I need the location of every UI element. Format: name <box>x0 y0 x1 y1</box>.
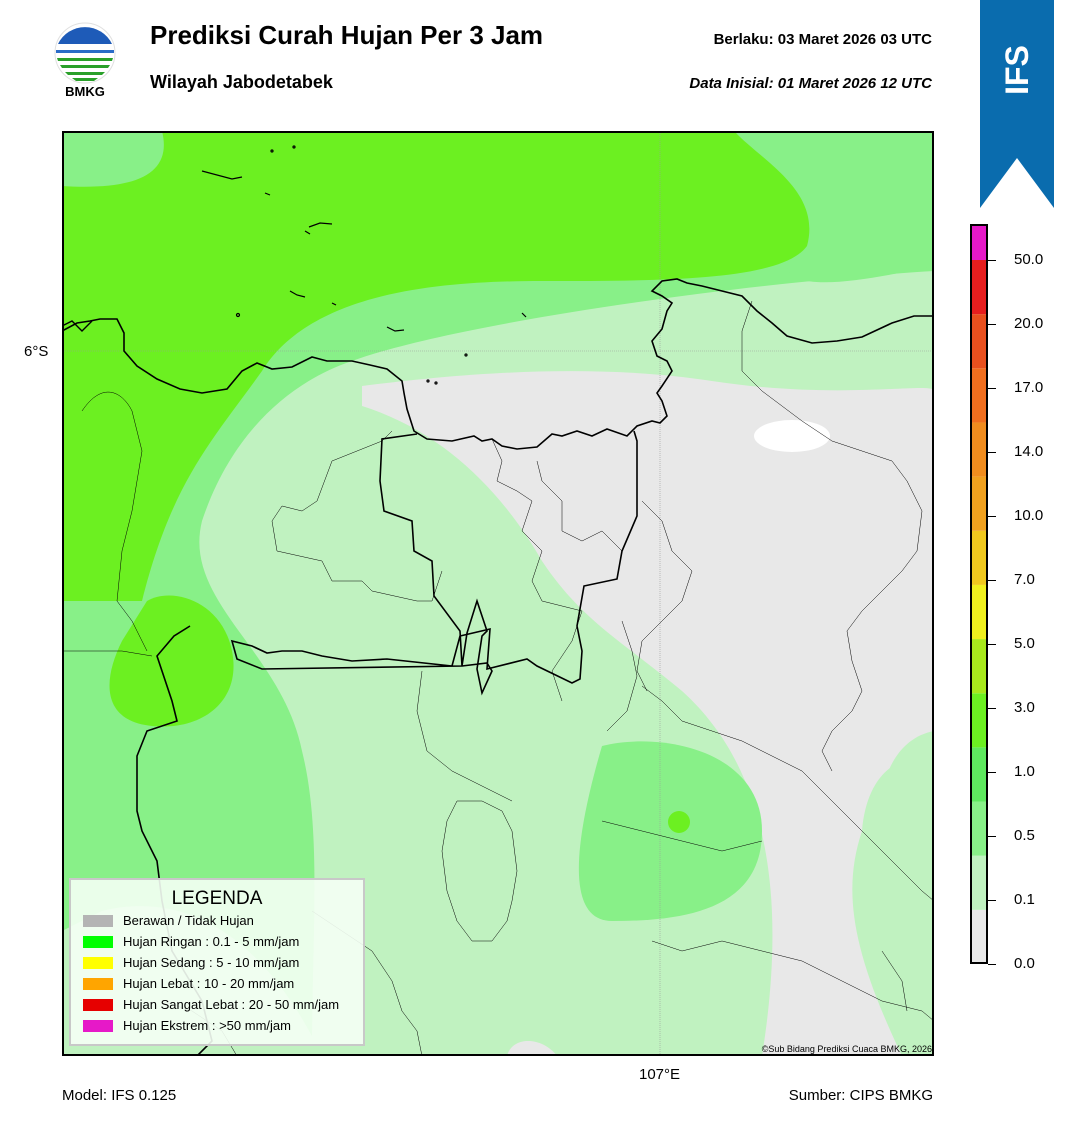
legend-list: Berawan / Tidak Hujan Hujan Ringan : 0.1 … <box>71 910 363 1036</box>
page-subtitle: Wilayah Jabodetabek <box>150 72 333 92</box>
colorbar-tick <box>988 772 996 773</box>
legend-label: Hujan Ekstrem : >50 mm/jam <box>123 1018 291 1033</box>
colorbar-segment <box>970 476 988 531</box>
ifs-banner <box>980 0 1054 208</box>
page-title: Prediksi Curah Hujan Per 3 Jam <box>150 20 544 50</box>
colorbar-segment <box>970 530 988 585</box>
colorbar-tick-label: 50.0 <box>1014 251 1044 268</box>
legend-swatch <box>83 998 113 1011</box>
colorbar-tick-label: 20.0 <box>1014 315 1044 332</box>
latitude-label: 6°S <box>24 343 49 360</box>
colorbar-segment <box>970 801 988 856</box>
colorbar-tick <box>988 900 996 901</box>
init-time: Data Inisial: 01 Maret 2026 12 UTC <box>689 75 932 92</box>
colorbar-tick-label: 1.0 <box>1014 763 1035 780</box>
colorbar-tick-label: 10.0 <box>1014 507 1044 524</box>
colorbar-tick <box>988 324 996 325</box>
colorbar-tick-label: 0.1 <box>1014 891 1035 908</box>
legend-swatch <box>83 1019 113 1032</box>
legend-item: Hujan Ekstrem : >50 mm/jam <box>83 1015 363 1036</box>
colorbar-segment <box>970 314 988 369</box>
colorbar-segment <box>970 855 988 910</box>
legend-item: Hujan Sangat Lebat : 20 - 50 mm/jam <box>83 994 363 1015</box>
rain-band-1-3 <box>62 131 810 601</box>
colorbar-segment <box>970 639 988 694</box>
ifs-badge-text: IFS <box>998 45 1035 95</box>
colorbar-tick-label: 0.5 <box>1014 827 1035 844</box>
no-rain-region <box>362 371 934 1056</box>
colorbar-tick <box>988 452 996 453</box>
colorbar-tick-label: 14.0 <box>1014 443 1044 460</box>
colorbar-segment <box>970 368 988 423</box>
colorbar-tick <box>988 580 996 581</box>
legend-title: LEGENDA <box>171 888 263 909</box>
legend-swatch <box>83 956 113 969</box>
legend-label: Berawan / Tidak Hujan <box>123 913 254 928</box>
coastline <box>62 278 934 450</box>
colorbar-segment <box>970 260 988 315</box>
legend-box: LEGENDA Berawan / Tidak Hujan Hujan Ringa… <box>69 878 365 1046</box>
colorbar-tick-label: 5.0 <box>1014 635 1035 652</box>
colorbar-tick-label: 0.0 <box>1014 955 1035 972</box>
colorbar-segment <box>970 224 988 260</box>
colorbar-tick <box>988 836 996 837</box>
legend-label: Hujan Lebat : 10 - 20 mm/jam <box>123 976 295 991</box>
legend-swatch <box>83 914 113 927</box>
colorbar-tick <box>988 708 996 709</box>
legend-item: Berawan / Tidak Hujan <box>83 910 363 931</box>
legend-item: Hujan Lebat : 10 - 20 mm/jam <box>83 973 363 994</box>
logo-text: BMKG <box>65 84 105 99</box>
province-boundary <box>230 430 638 696</box>
colorbar-tick-label: 17.0 <box>1014 379 1044 396</box>
legend-label: Hujan Sedang : 5 - 10 mm/jam <box>123 955 300 970</box>
colorbar-tick <box>988 388 996 389</box>
legend-item: Hujan Ringan : 0.1 - 5 mm/jam <box>83 931 363 952</box>
colorbar-segment <box>970 693 988 748</box>
colorbar-tick <box>988 516 996 517</box>
copyright-text: ©Sub Bidang Prediksi Cuaca BMKG, 2026 <box>761 1044 932 1054</box>
colorbar-segment <box>970 422 988 477</box>
colorbar-tick-label: 7.0 <box>1014 571 1035 588</box>
colorbar-tick <box>988 964 996 965</box>
legend-item: Hujan Sedang : 5 - 10 mm/jam <box>83 952 363 973</box>
colorbar-tick-label: 3.0 <box>1014 699 1035 716</box>
valid-time: Berlaku: 03 Maret 2026 03 UTC <box>713 31 932 48</box>
colorbar-segment <box>970 909 988 964</box>
model-info: Model: IFS 0.125 <box>62 1087 177 1104</box>
legend-label: Hujan Sangat Lebat : 20 - 50 mm/jam <box>123 997 340 1012</box>
colorbar <box>970 224 988 964</box>
source-info: Sumber: CIPS BMKG <box>788 1087 933 1104</box>
colorbar-tick <box>988 644 996 645</box>
legend-label: Hujan Ringan : 0.1 - 5 mm/jam <box>123 934 300 949</box>
bmkg-logo <box>54 22 116 84</box>
legend-swatch <box>83 935 113 948</box>
colorbar-tick <box>988 260 996 261</box>
longitude-label: 107°E <box>639 1066 681 1083</box>
legend-swatch <box>83 977 113 990</box>
colorbar-segment <box>970 584 988 640</box>
colorbar-segment <box>970 747 988 802</box>
